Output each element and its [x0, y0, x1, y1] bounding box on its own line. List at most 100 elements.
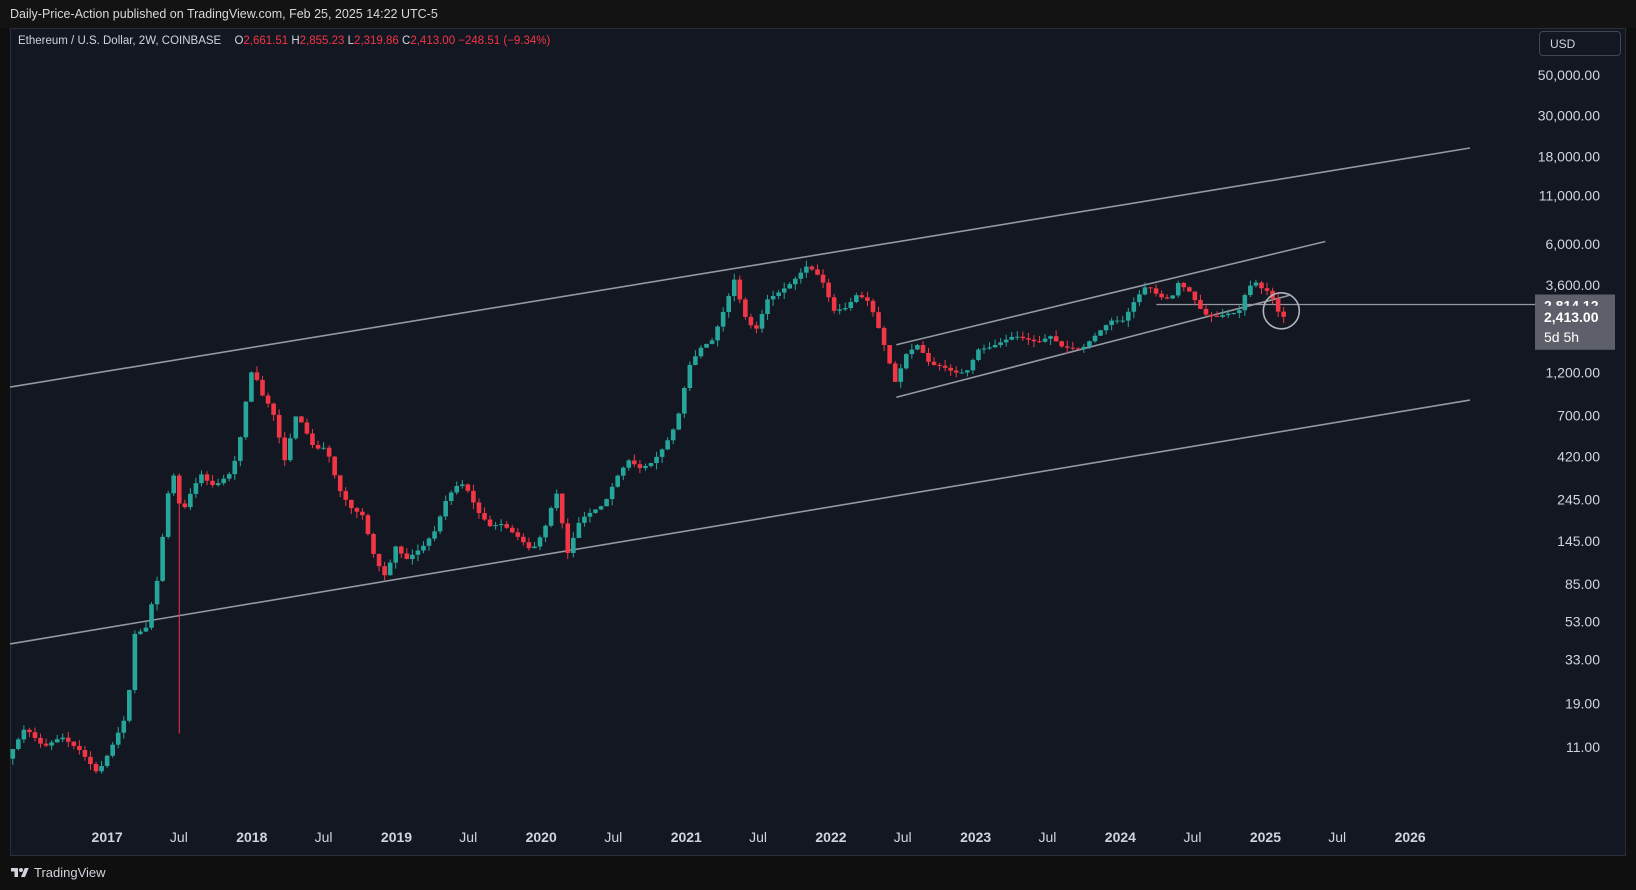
candle-body	[582, 516, 587, 523]
candle-body	[609, 486, 615, 500]
candle	[188, 488, 193, 511]
candle	[221, 474, 226, 486]
candle-body	[365, 515, 371, 535]
candle	[410, 549, 415, 565]
candle-body	[82, 750, 88, 757]
candle	[670, 428, 676, 445]
candle-body	[65, 737, 71, 742]
candle	[88, 751, 93, 771]
candle-body	[915, 345, 920, 350]
candle-body	[1037, 341, 1042, 343]
candle-body	[398, 546, 404, 554]
candle-body	[1159, 293, 1164, 298]
candle	[1225, 309, 1231, 318]
candle-body	[1209, 314, 1214, 317]
candle-body	[992, 345, 998, 348]
candle	[892, 360, 898, 382]
candle	[276, 409, 282, 444]
candle	[387, 559, 393, 576]
candle-body	[243, 401, 249, 438]
candle	[1009, 332, 1015, 341]
candle-body	[1087, 341, 1092, 347]
candle	[482, 507, 487, 521]
candle-body	[942, 365, 948, 368]
candle-body	[998, 342, 1003, 346]
candle	[837, 303, 842, 315]
candle-body	[804, 266, 809, 273]
candle-body	[343, 491, 349, 500]
candle-body	[881, 327, 887, 346]
y-tick-label: 85.00	[1565, 576, 1600, 592]
candle-body	[443, 501, 448, 517]
candle	[1242, 293, 1248, 316]
candle-body	[643, 466, 648, 469]
circle-annotation	[1262, 292, 1301, 330]
candle-body	[315, 444, 321, 449]
open-label: O	[234, 35, 244, 47]
candle	[1092, 332, 1098, 343]
candle	[154, 576, 160, 611]
candle	[793, 276, 798, 291]
candle	[765, 294, 770, 320]
candle	[665, 437, 670, 451]
price-axis: 50,000.00 30,000.00 18,000.00 11,000.00 6,00…	[1538, 67, 1601, 755]
currency-button[interactable]: USD	[1539, 31, 1621, 56]
candle	[460, 479, 465, 489]
candle	[704, 343, 709, 348]
candle	[371, 532, 376, 558]
candle-body	[293, 416, 299, 439]
candle-body	[121, 720, 127, 733]
candle	[903, 352, 909, 370]
candle	[1181, 281, 1187, 292]
annotations-layer	[1262, 292, 1301, 330]
candle	[1059, 340, 1064, 349]
candle	[1170, 295, 1175, 300]
candle-body	[626, 460, 632, 468]
candle	[54, 734, 60, 743]
candle	[1137, 289, 1142, 307]
candle-body	[687, 364, 693, 389]
candle	[160, 533, 165, 582]
candle-body	[1248, 285, 1253, 296]
candle	[920, 341, 926, 354]
candle-body	[793, 278, 798, 285]
candle	[1175, 280, 1181, 298]
candle	[959, 368, 965, 374]
candle	[143, 622, 149, 632]
y-tick-label: 33.00	[1565, 651, 1600, 667]
candle	[465, 483, 471, 493]
candle-body	[160, 536, 165, 581]
candle	[970, 358, 976, 375]
x-tick-label: Jul	[1184, 829, 1202, 845]
candle-body	[410, 554, 415, 560]
candle-body	[831, 297, 837, 311]
candle	[1014, 331, 1020, 341]
candle	[770, 290, 776, 306]
candle-body	[32, 732, 38, 738]
candle	[271, 402, 276, 421]
y-tick-label: 1,200.00	[1546, 365, 1601, 381]
candle	[443, 495, 448, 521]
candle-body	[720, 311, 726, 327]
candle	[421, 541, 426, 554]
candle-body	[593, 509, 598, 513]
candle	[1114, 316, 1120, 324]
candle-body	[1076, 348, 1081, 350]
candle	[254, 366, 260, 382]
candle	[1275, 293, 1281, 318]
x-tick-label: Jul	[170, 829, 188, 845]
candle-body	[776, 292, 781, 296]
candle-body	[676, 413, 682, 430]
candle-body	[571, 537, 576, 553]
candle-body	[1142, 287, 1148, 295]
candle-body	[482, 513, 487, 520]
candle-body	[970, 359, 976, 371]
candle	[532, 541, 537, 549]
y-tick-label: 50,000.00	[1538, 67, 1600, 83]
candle	[543, 524, 548, 543]
candle-body	[887, 345, 892, 364]
high-value: 2,855.23	[299, 35, 345, 47]
candle-body	[737, 279, 743, 300]
candle-body	[138, 631, 143, 634]
